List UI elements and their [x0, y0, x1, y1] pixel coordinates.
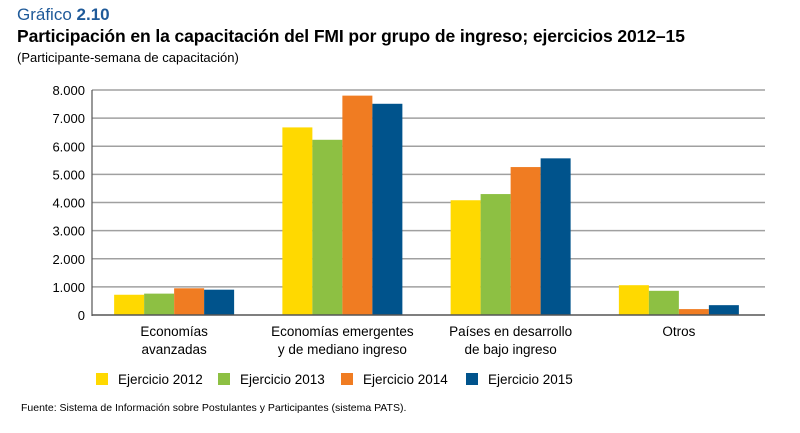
chart-title: Participación en la capacitación del FMI…	[17, 26, 685, 46]
legend-swatch	[218, 373, 230, 385]
bar	[114, 294, 145, 315]
category-label: de bajo ingreso	[464, 342, 556, 357]
legend-swatch	[96, 373, 108, 385]
bar	[678, 309, 709, 315]
y-tick-label: 4.000	[52, 196, 85, 211]
y-tick-label: 7.000	[52, 111, 85, 126]
category-label: Economías	[140, 324, 208, 339]
bar	[372, 103, 403, 315]
y-tick-label: 5.000	[52, 167, 85, 182]
bar	[174, 288, 205, 315]
category-label: y de mediano ingreso	[278, 342, 407, 357]
bar	[450, 200, 481, 315]
legend-label: Ejercicio 2012	[118, 372, 203, 387]
legend-swatch	[466, 373, 478, 385]
chart-kicker: Gráfico 2.10	[17, 5, 110, 25]
source-note: Fuente: Sistema de Información sobre Pos…	[21, 402, 407, 414]
y-tick-label: 3.000	[52, 224, 85, 239]
bar	[342, 95, 373, 315]
gridlines	[92, 89, 765, 288]
bar	[510, 167, 541, 315]
legend-label: Ejercicio 2015	[488, 372, 573, 387]
bar	[144, 293, 175, 315]
bars	[114, 95, 739, 315]
y-tick-label: 6.000	[52, 139, 85, 154]
kicker-prefix: Gráfico	[17, 5, 72, 24]
x-axis-categories: Economías avanzadas Economías emergentes y …	[140, 324, 695, 357]
category-label: Economías emergentes	[271, 324, 414, 339]
bar	[708, 305, 739, 315]
y-tick-label: 2.000	[52, 252, 85, 267]
bar	[540, 158, 571, 315]
y-axis-ticks: 0 1.000 2.000 3.000 4.000 5.000 6.000 7.000 8.00…	[52, 83, 85, 323]
y-tick-label: 1.000	[52, 280, 85, 295]
kicker-number: 2.10	[76, 5, 110, 24]
bar	[312, 139, 343, 315]
legend: Ejercicio 2012 Ejercicio 2013 Ejercicio 20…	[96, 372, 573, 387]
chart-subtitle: (Participante-semana de capacitación)	[17, 50, 239, 65]
bar	[618, 285, 649, 315]
legend-swatch	[341, 373, 353, 385]
legend-label: Ejercicio 2014	[363, 372, 448, 387]
category-label: avanzadas	[141, 342, 207, 357]
bar	[204, 289, 235, 315]
bar	[480, 194, 511, 315]
bar	[648, 290, 679, 315]
y-tick-label: 0	[78, 308, 85, 323]
bar	[282, 127, 313, 315]
category-label: Otros	[662, 324, 695, 339]
axes	[91, 90, 765, 316]
y-tick-label: 8.000	[52, 83, 85, 98]
category-label: Países en desarrollo	[449, 324, 572, 339]
legend-label: Ejercicio 2013	[240, 372, 325, 387]
